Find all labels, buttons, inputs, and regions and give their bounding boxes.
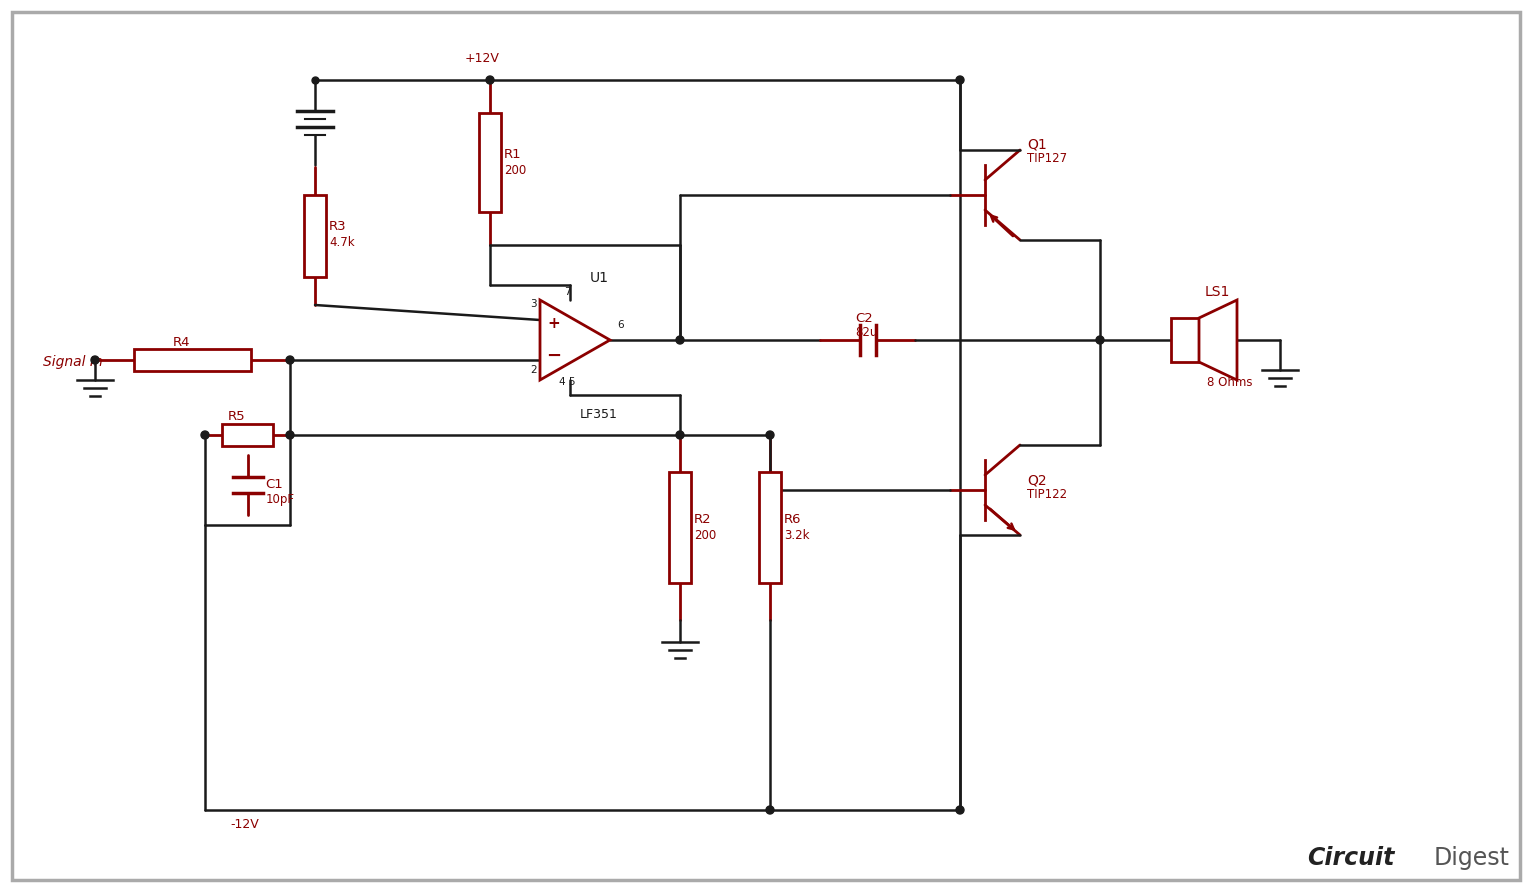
Circle shape — [486, 76, 493, 84]
Polygon shape — [539, 300, 610, 380]
Text: Signal In: Signal In — [43, 355, 103, 369]
Text: LS1: LS1 — [1206, 285, 1230, 299]
Text: R1: R1 — [504, 148, 521, 161]
Circle shape — [956, 76, 964, 84]
Circle shape — [286, 431, 294, 439]
Text: TIP122: TIP122 — [1026, 489, 1068, 501]
Text: Circuit: Circuit — [1308, 846, 1396, 870]
Circle shape — [766, 806, 774, 814]
Circle shape — [956, 806, 964, 814]
Text: 6: 6 — [617, 320, 624, 330]
Text: TIP127: TIP127 — [1026, 153, 1068, 166]
Text: 4.7k: 4.7k — [173, 350, 198, 362]
Text: R6: R6 — [784, 513, 801, 526]
Text: 8 Ohms: 8 Ohms — [1207, 376, 1253, 389]
Text: +: + — [547, 317, 561, 332]
Bar — [222, 424, 273, 446]
Text: 3: 3 — [530, 299, 538, 309]
Text: 3.2k: 3.2k — [784, 529, 809, 542]
Bar — [758, 472, 781, 583]
Text: 2: 2 — [530, 365, 538, 375]
Text: 200: 200 — [504, 164, 527, 177]
Text: C2: C2 — [855, 311, 873, 325]
Text: R2: R2 — [694, 513, 712, 526]
Circle shape — [90, 356, 100, 364]
Text: −: − — [547, 347, 562, 365]
Circle shape — [676, 431, 683, 439]
Text: Q1: Q1 — [1026, 138, 1046, 152]
Text: R5: R5 — [227, 410, 245, 424]
Text: 200: 200 — [694, 529, 717, 542]
Text: 4.7k: 4.7k — [329, 236, 354, 250]
Bar — [1170, 318, 1200, 362]
Text: 10pF: 10pF — [265, 493, 294, 507]
Text: Q2: Q2 — [1026, 473, 1046, 487]
Bar — [480, 113, 501, 212]
Circle shape — [286, 356, 294, 364]
Text: U1: U1 — [590, 271, 610, 285]
Circle shape — [1095, 336, 1105, 344]
Text: Digest: Digest — [1434, 846, 1511, 870]
Text: 7: 7 — [564, 287, 570, 297]
Text: 82u: 82u — [855, 326, 878, 340]
Text: R3: R3 — [329, 220, 346, 234]
Circle shape — [766, 431, 774, 439]
Text: C1: C1 — [265, 478, 283, 491]
Text: LF351: LF351 — [581, 409, 617, 422]
Text: R4: R4 — [173, 335, 190, 349]
Circle shape — [201, 431, 208, 439]
Text: 4 5: 4 5 — [559, 377, 574, 387]
Text: -12V: -12V — [231, 818, 259, 831]
Text: +12V: +12V — [464, 52, 499, 65]
Bar — [133, 349, 251, 371]
Bar — [303, 194, 326, 277]
Bar — [669, 472, 691, 583]
Text: 47k: 47k — [227, 425, 250, 437]
Circle shape — [676, 336, 683, 344]
Polygon shape — [1200, 300, 1236, 380]
